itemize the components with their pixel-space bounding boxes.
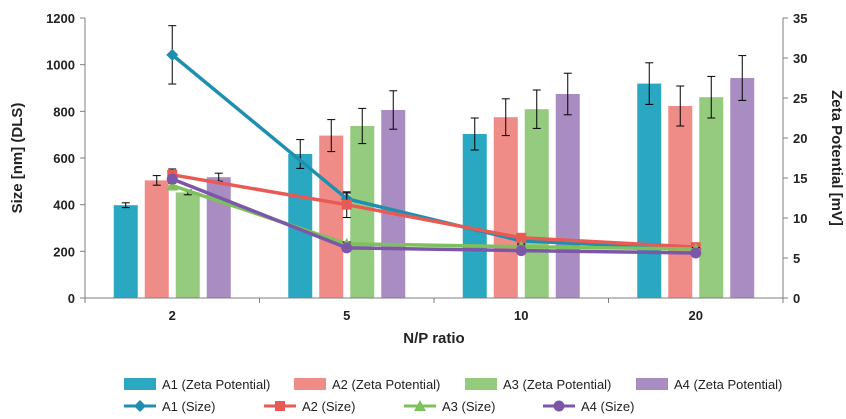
- bar-a1-10: [462, 134, 487, 298]
- y-axis-left-title: Size [nm] (DLS): [9, 103, 26, 214]
- y-left-tick-200: 200: [53, 244, 75, 259]
- y-right-tick-5: 5: [793, 251, 800, 266]
- legend-label-a3-size: A3 (Size): [442, 399, 495, 414]
- legend: A1 (Zeta Potential) A2 (Zeta Potential) A3…: [124, 377, 782, 414]
- bar-a1-2: [113, 205, 138, 298]
- legend-label-a3-zeta: A3 (Zeta Potential): [503, 377, 611, 392]
- y-right-tick-10: 10: [793, 211, 807, 226]
- bar-a3-2: [175, 192, 200, 298]
- bar-a1-20: [637, 83, 662, 298]
- bar-a2-10: [493, 117, 518, 298]
- bar-a3-20: [699, 97, 724, 298]
- bar-a4-20: [730, 78, 755, 298]
- y-right-tick-0: 0: [793, 291, 800, 306]
- point-a1-2: [166, 48, 179, 61]
- bar-error-a3-10: [532, 89, 541, 129]
- legend-marker-a2-size: [275, 401, 285, 411]
- bar-error-a2-2: [152, 175, 161, 186]
- legend-marker-a4-size: [553, 400, 565, 412]
- y-left-tick-400: 400: [53, 198, 75, 213]
- bar-error-a4-5: [389, 90, 398, 130]
- y-right-tick-35: 35: [793, 11, 807, 26]
- bar-error-a2-5: [327, 119, 336, 153]
- bar-a4-5: [381, 110, 406, 298]
- bar-a3-10: [524, 109, 549, 298]
- y-right-tick-15: 15: [793, 171, 807, 186]
- bar-a3-5: [350, 126, 375, 298]
- y-right-tick-20: 20: [793, 131, 807, 146]
- legend-label-a2-size: A2 (Size): [302, 399, 355, 414]
- point-a4-5: [341, 242, 353, 254]
- point-a2-5: [341, 199, 352, 210]
- legend-swatch-a2-zeta: [294, 378, 326, 390]
- bar-error-a1-5: [296, 139, 305, 169]
- bar-error-a1-2: [121, 202, 130, 209]
- bar-error-a4-10: [563, 72, 572, 116]
- legend-label-a4-zeta: A4 (Zeta Potential): [674, 377, 782, 392]
- lines-layer: [166, 25, 702, 259]
- x-tick-20: 20: [689, 308, 703, 323]
- legend-label-a1-size: A1 (Size): [162, 399, 215, 414]
- line-a4-size: [171, 177, 696, 255]
- y-left-tick-800: 800: [53, 104, 75, 119]
- bar-error-a3-5: [358, 107, 367, 145]
- line-a2-size: [171, 173, 696, 249]
- legend-marker-a1-size: [134, 400, 146, 412]
- point-a4-10: [515, 245, 527, 257]
- legend-label-a4-size: A4 (Size): [581, 399, 634, 414]
- y-right-tick-25: 25: [793, 91, 807, 106]
- bar-a2-20: [668, 106, 693, 298]
- x-axis-title: N/P ratio: [403, 330, 464, 347]
- line-a3-size: [171, 183, 696, 251]
- point-a4-20: [690, 247, 702, 259]
- y-left-tick-1200: 1200: [46, 11, 75, 26]
- legend-marker-a3-size: [414, 400, 426, 411]
- x-tick-10: 10: [514, 308, 528, 323]
- bar-a2-5: [319, 135, 344, 298]
- bars-layer: [113, 55, 755, 298]
- legend-swatch-a3-zeta: [465, 378, 497, 390]
- bar-error-a3-20: [707, 75, 716, 119]
- bar-a2-2: [144, 180, 169, 298]
- y-right-tick-30: 30: [793, 51, 807, 66]
- legend-label-a2-zeta: A2 (Zeta Potential): [332, 377, 440, 392]
- bar-error-a4-20: [738, 55, 747, 101]
- y-axis-right-title: Zeta Potential [mV]: [828, 90, 845, 226]
- legend-swatch-a1-zeta: [124, 378, 156, 390]
- bar-error-a1-10: [470, 117, 479, 151]
- bar-error-a2-20: [676, 85, 685, 127]
- bar-a4-10: [555, 94, 580, 298]
- y-left-tick-0: 0: [68, 291, 75, 306]
- legend-label-a1-zeta: A1 (Zeta Potential): [162, 377, 270, 392]
- x-tick-2: 2: [169, 308, 176, 323]
- y-left-tick-600: 600: [53, 151, 75, 166]
- legend-swatch-a4-zeta: [636, 378, 668, 390]
- bar-error-a1-20: [645, 62, 654, 105]
- x-tick-5: 5: [343, 308, 350, 323]
- axes-layer: [80, 17, 788, 303]
- y-left-tick-1000: 1000: [46, 58, 75, 73]
- point-a2-10: [516, 232, 527, 243]
- bar-error-a2-10: [501, 98, 510, 137]
- point-a4-2: [166, 173, 178, 185]
- point-a3-2: [166, 179, 179, 191]
